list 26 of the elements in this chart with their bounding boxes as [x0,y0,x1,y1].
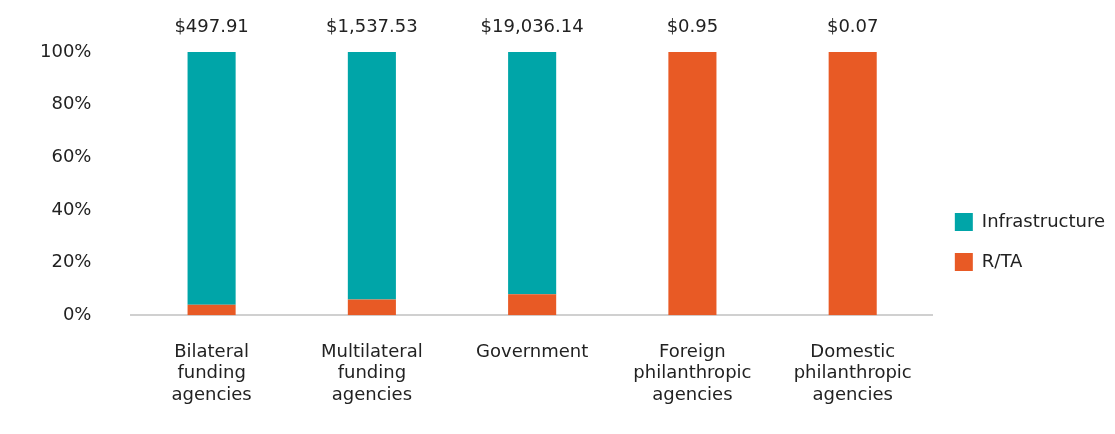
annotation: $497.91 [174,14,249,36]
x-tick-label: Domestic philanthropic agencies [793,339,912,404]
y-tick-label: 80% [51,92,92,114]
bar [347,299,396,316]
bar [508,52,557,295]
x-tick-label: Bilateral funding agencies [171,339,252,404]
legend-label: R/TA [981,249,1023,271]
bar [187,304,236,316]
annotation: $1,537.53 [326,14,418,36]
bar [187,52,236,305]
x-tick-label: Government [476,339,589,361]
bar [508,294,557,316]
y-tick-label: 20% [51,250,92,272]
y-tick-label: 40% [51,197,92,219]
x-tick-label: Foreign philanthropic agencies [633,339,752,404]
legend-label: Infrastructure [981,209,1105,231]
y-tick-label: 100% [39,39,92,61]
y-tick-label: 60% [51,144,92,166]
bar [347,52,396,300]
bar [668,52,717,316]
annotation: $0.07 [826,14,879,36]
x-tick-label: Multilateral funding agencies [321,339,423,404]
bar [828,52,877,316]
annotation: $0.95 [666,14,719,36]
y-tick-label: 0% [62,302,92,324]
annotation: $19,036.14 [480,14,584,36]
